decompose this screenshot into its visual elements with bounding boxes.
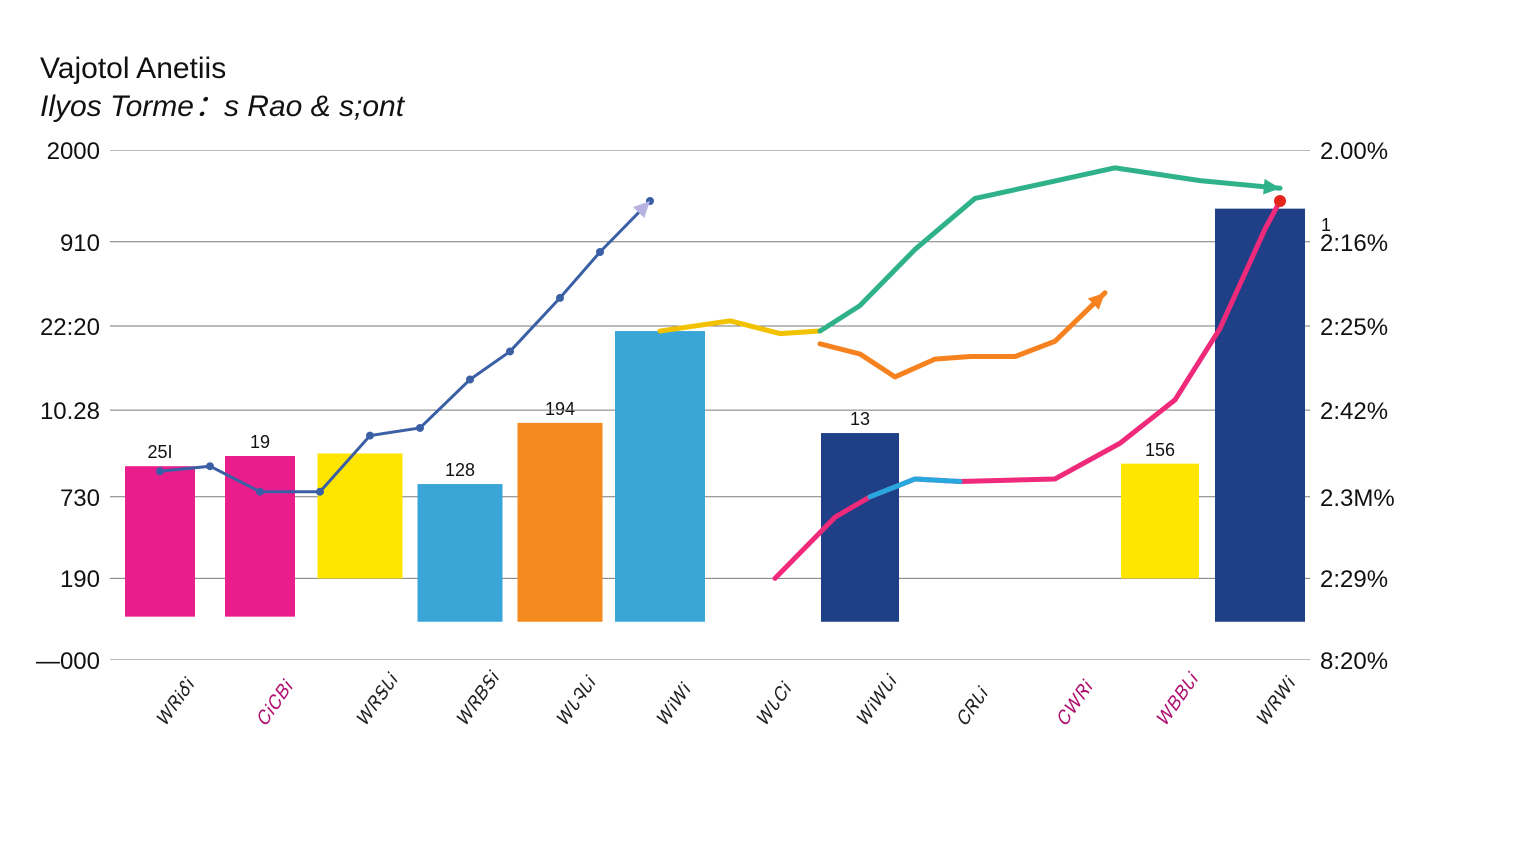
y-right-tick-label: 2.3M% [1320, 485, 1430, 513]
x-tick-label: ᎳᏒᎦᏓᎥ [352, 670, 403, 730]
x-tick-label: ᏟᎥᏟᏴᎥ [252, 677, 298, 730]
y-left-tick-label: —000 [10, 648, 100, 676]
y-right-tick-label: 8:20% [1320, 648, 1430, 676]
x-tick-label: ᎳᏒᎥᎴᎥ [152, 675, 199, 730]
y-left-tick-label: 910 [10, 230, 100, 258]
y-right-tick-label: 2:29% [1320, 566, 1430, 594]
x-tick-label: ᏟᏒᏓᎥ [952, 684, 993, 730]
x-tick-label: ᏟᎳᏒᎥ [1052, 678, 1098, 731]
x-tick-label: ᎳᏒᏴᎦᎥ [452, 668, 504, 730]
bar-value-label: 1 [1321, 215, 1331, 236]
plot-svg [110, 150, 1310, 660]
y-left-tick-label: 10.28 [10, 398, 100, 426]
x-tick-label: ᎳᏒᎳᎥ [1252, 674, 1300, 730]
chart-title-line2: Ilyos Torme：s Rao & s;ont [40, 88, 404, 126]
chart-title-line1: Vajotol Anetiis [40, 50, 404, 88]
chart-title-block: Vajotol Anetiis Ilyos Torme：s Rao & s;on… [40, 50, 404, 125]
y-left-tick-label: 2000 [10, 138, 100, 166]
x-tick-label: ᎳᎥᎳᏓᎥ [852, 672, 902, 730]
plot-area [110, 150, 1310, 660]
x-tick-label: ᎳᏓᎸᏓᎥ [552, 673, 601, 730]
y-right-tick-label: 2.00% [1320, 138, 1430, 166]
x-tick-label: ᎳᏴᏴᏓᎥ [1152, 670, 1203, 730]
y-left-tick-label: 730 [10, 485, 100, 513]
chart-root: Vajotol Anetiis Ilyos Torme：s Rao & s;on… [0, 0, 1536, 864]
x-tick-label: ᎳᏓᏟᎥ [752, 679, 796, 730]
y-right-tick-label: 2:25% [1320, 314, 1430, 342]
x-tick-label: ᎳᎥᎳᎥ [652, 680, 696, 730]
y-left-tick-label: 190 [10, 566, 100, 594]
y-right-tick-label: 2:42% [1320, 398, 1430, 426]
y-right-tick-label: 2:16% [1320, 230, 1430, 258]
y-left-tick-label: 22:20 [10, 314, 100, 342]
